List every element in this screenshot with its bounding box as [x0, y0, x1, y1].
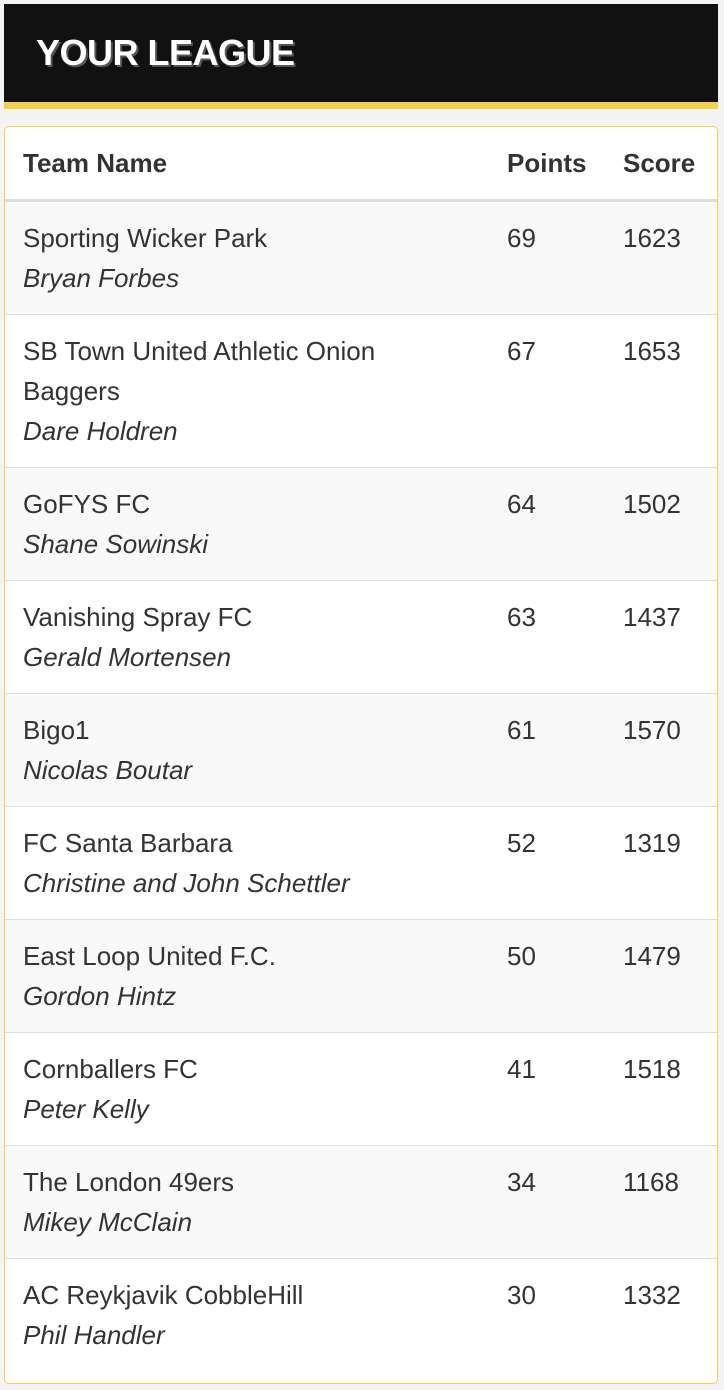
manager-name: Nicolas Boutar	[23, 755, 193, 785]
table-row: SB Town United Athletic Onion Baggers Dar…	[5, 314, 717, 468]
team-cell: Bigo1 Nicolas Boutar	[5, 693, 489, 807]
team-cell: AC Reykjavik CobbleHill Phil Handler	[5, 1258, 489, 1371]
points-cell: 63	[489, 580, 587, 694]
column-header-score: Score	[587, 127, 717, 202]
manager-name: Gerald Mortensen	[23, 642, 232, 672]
score-cell: 1502	[587, 467, 717, 581]
team-cell: SB Town United Athletic Onion Baggers Dar…	[5, 314, 489, 468]
team-cell: GoFYS FC Shane Sowinski	[5, 467, 489, 581]
table-row: GoFYS FC Shane Sowinski 64 1502	[5, 467, 717, 581]
score-cell: 1479	[587, 919, 717, 1033]
score-cell: 1570	[587, 693, 717, 807]
manager-name: Mikey McClain	[23, 1207, 193, 1237]
points-cell: 64	[489, 467, 587, 581]
column-header-points: Points	[489, 127, 587, 202]
manager-name: Shane Sowinski	[23, 529, 208, 559]
score-cell: 1437	[587, 580, 717, 694]
team-name: GoFYS FC	[23, 489, 151, 519]
points-cell: 69	[489, 200, 587, 315]
points-cell: 30	[489, 1258, 587, 1371]
team-name: East Loop United F.C.	[23, 941, 276, 971]
team-name: AC Reykjavik CobbleHill	[23, 1280, 304, 1310]
team-cell: Vanishing Spray FC Gerald Mortensen	[5, 580, 489, 694]
manager-name: Bryan Forbes	[23, 263, 180, 293]
manager-name: Phil Handler	[23, 1320, 165, 1350]
table-row: Cornballers FC Peter Kelly 41 1518	[5, 1032, 717, 1146]
score-cell: 1332	[587, 1258, 717, 1371]
score-cell: 1518	[587, 1032, 717, 1146]
manager-name: Peter Kelly	[23, 1094, 149, 1124]
table-row: The London 49ers Mikey McClain 34 1168	[5, 1145, 717, 1259]
points-cell: 61	[489, 693, 587, 807]
team-name: Bigo1	[23, 715, 90, 745]
manager-name: Christine and John Schettler	[23, 868, 350, 898]
team-cell: East Loop United F.C. Gordon Hintz	[5, 919, 489, 1033]
table-row: Sporting Wicker Park Bryan Forbes 69 1623	[5, 200, 717, 315]
team-cell: The London 49ers Mikey McClain	[5, 1145, 489, 1259]
manager-name: Dare Holdren	[23, 416, 178, 446]
column-header-team-name: Team Name	[5, 127, 489, 202]
table-row: FC Santa Barbara Christine and John Schet…	[5, 806, 717, 920]
points-cell: 67	[489, 314, 587, 468]
table-row: East Loop United F.C. Gordon Hintz 50 1479	[5, 919, 717, 1033]
score-cell: 1319	[587, 806, 717, 920]
team-name: Cornballers FC	[23, 1054, 198, 1084]
page-title: YOUR LEAGUE	[36, 32, 295, 73]
table-row: AC Reykjavik CobbleHill Phil Handler 30 133…	[5, 1258, 717, 1371]
score-cell: 1653	[587, 314, 717, 468]
score-cell: 1168	[587, 1145, 717, 1259]
league-standings-panel: Team Name Points Score Sporting Wicker P…	[4, 126, 718, 1384]
team-name: The London 49ers	[23, 1167, 235, 1197]
table-row: Bigo1 Nicolas Boutar 61 1570	[5, 693, 717, 807]
team-cell: Cornballers FC Peter Kelly	[5, 1032, 489, 1146]
points-cell: 50	[489, 919, 587, 1033]
score-cell: 1623	[587, 200, 717, 315]
points-cell: 52	[489, 806, 587, 920]
league-header: YOUR LEAGUE	[4, 4, 718, 109]
points-cell: 41	[489, 1032, 587, 1146]
manager-name: Gordon Hintz	[23, 981, 177, 1011]
table-header-row: Team Name Points Score	[5, 127, 717, 202]
team-name: Sporting Wicker Park	[23, 223, 268, 253]
team-name: FC Santa Barbara	[23, 828, 233, 858]
points-cell: 34	[489, 1145, 587, 1259]
standings-table: Team Name Points Score Sporting Wicker P…	[5, 127, 717, 1371]
team-cell: FC Santa Barbara Christine and John Schet…	[5, 806, 489, 920]
team-name: Vanishing Spray FC	[23, 602, 253, 632]
team-cell: Sporting Wicker Park Bryan Forbes	[5, 200, 489, 315]
team-name: SB Town United Athletic Onion Baggers	[23, 336, 376, 406]
table-row: Vanishing Spray FC Gerald Mortensen 63 1437	[5, 580, 717, 694]
